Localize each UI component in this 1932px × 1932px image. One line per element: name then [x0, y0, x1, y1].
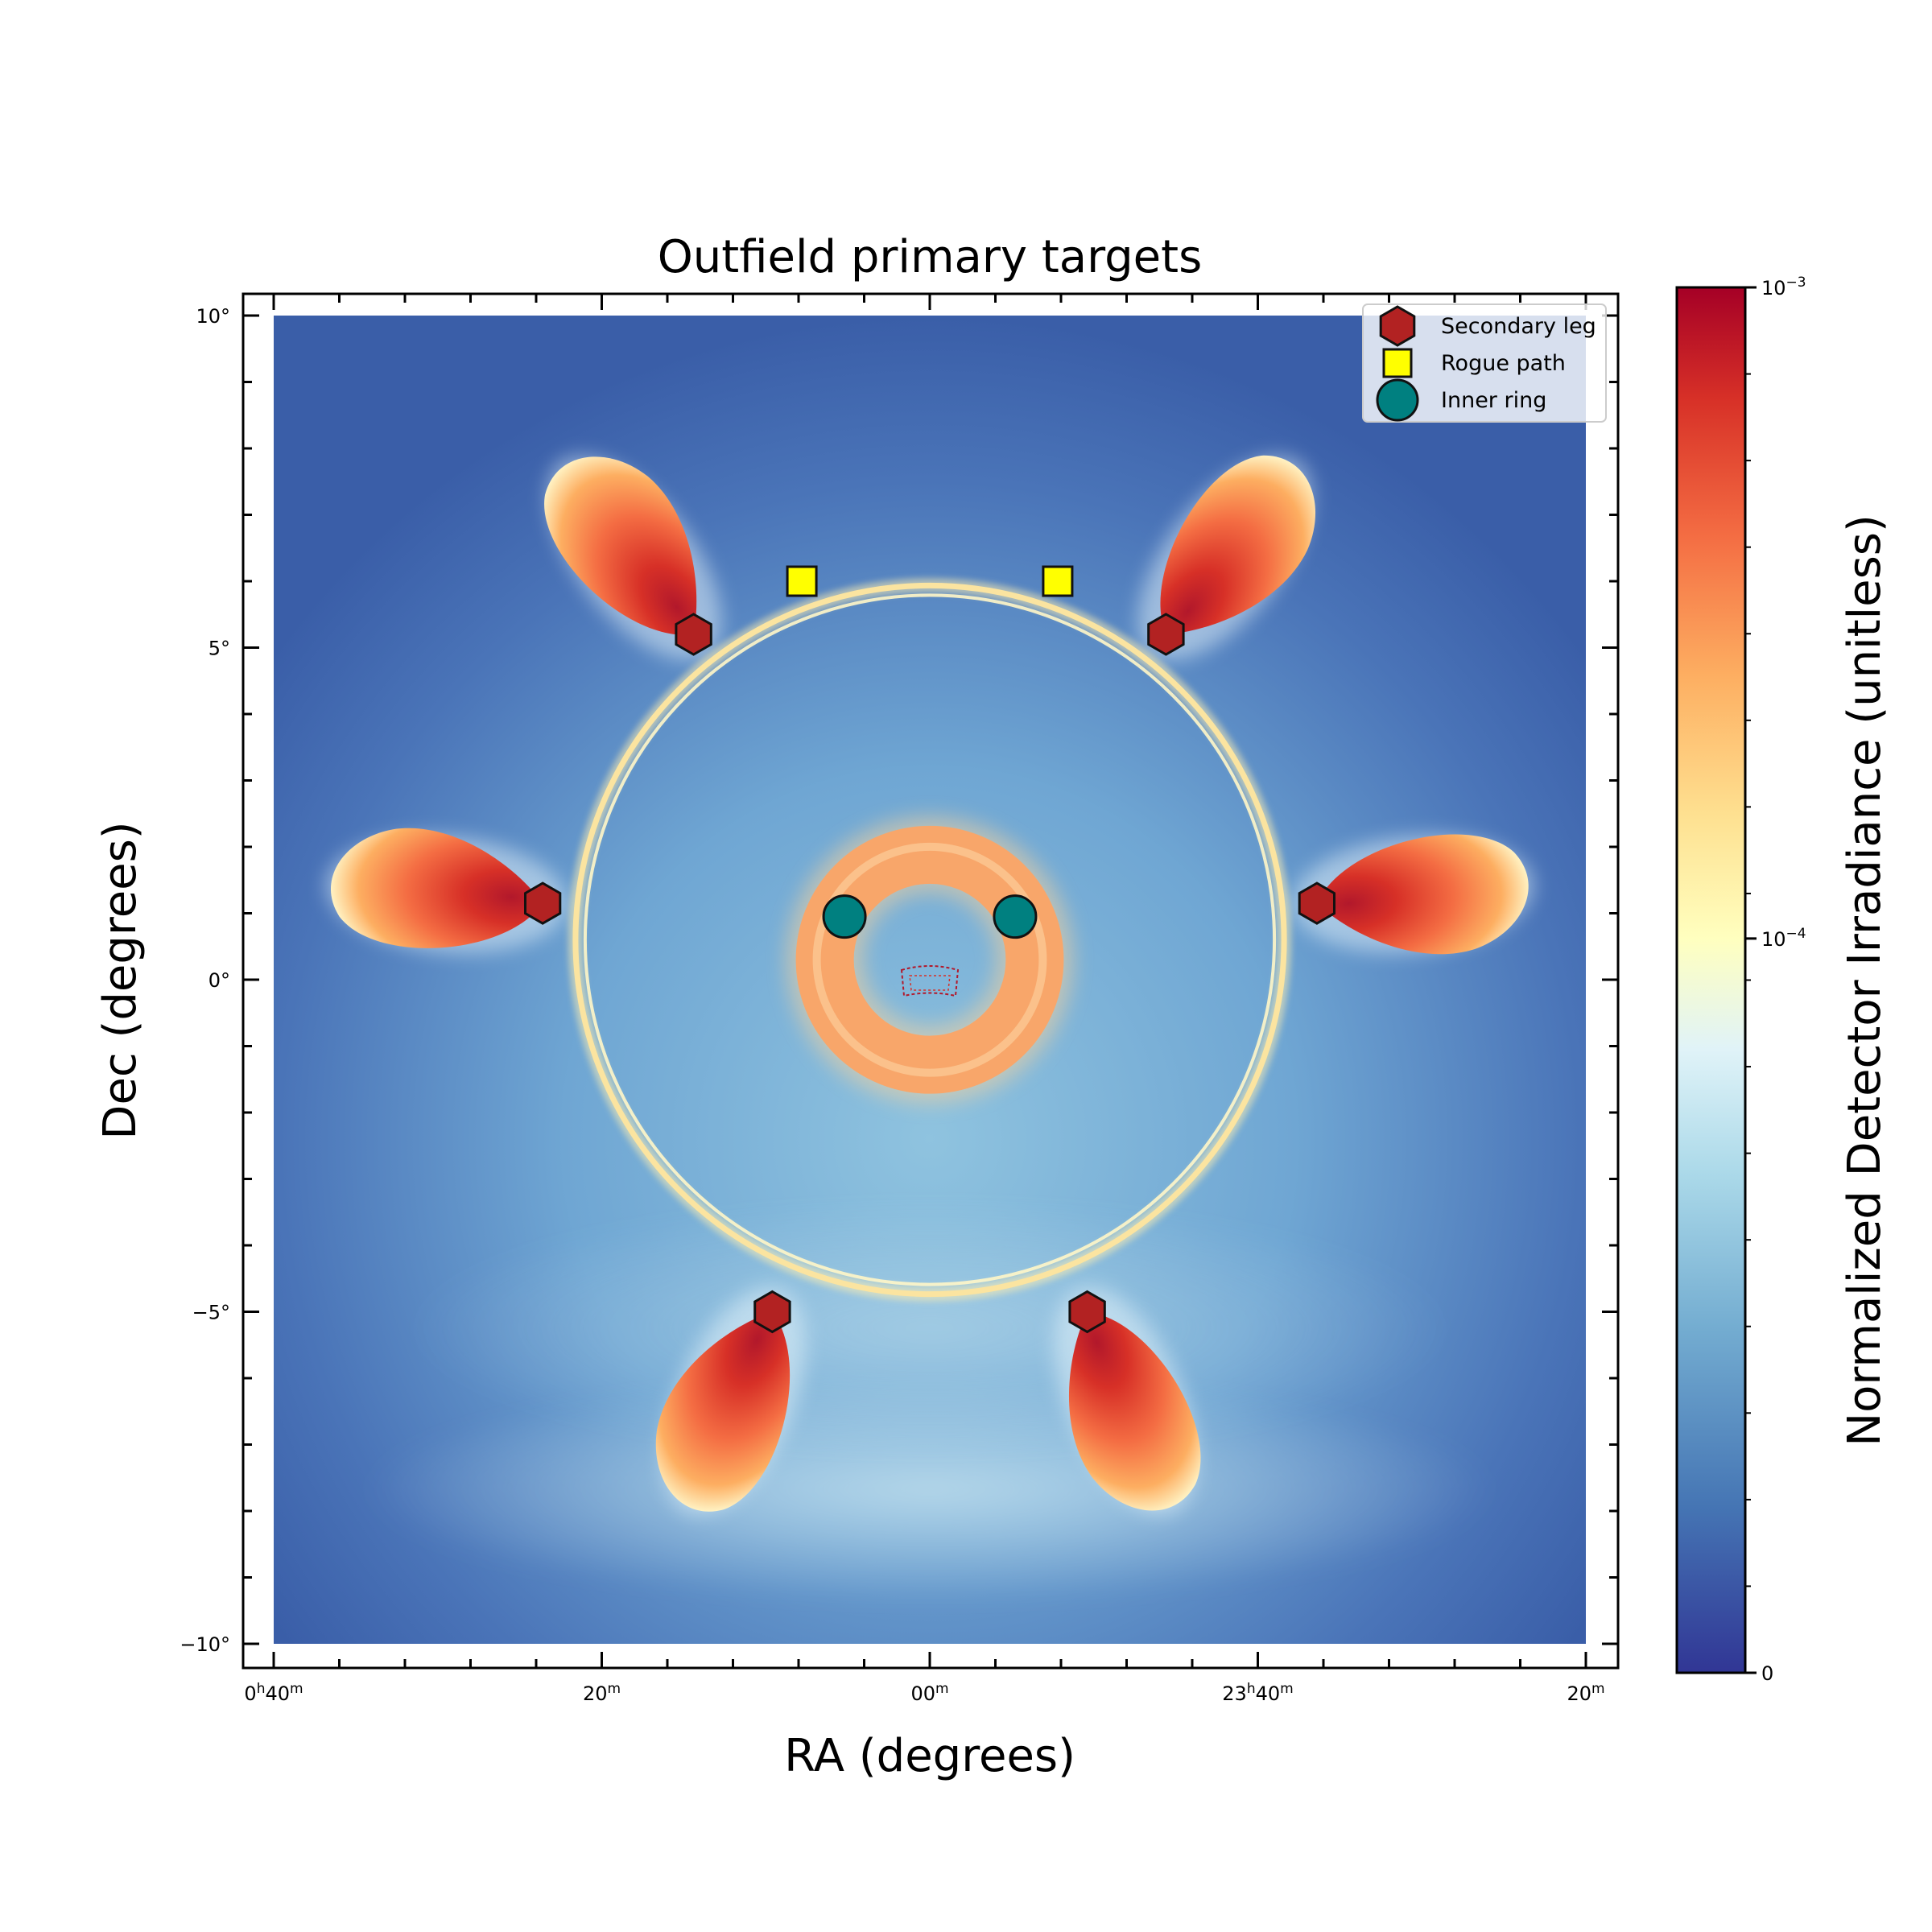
- colorbar: 10−3 10−4 0 Normalized Detector Irradiance…: [1675, 275, 1891, 1685]
- secondary-leg-marker: [1147, 613, 1185, 656]
- x-tick-label: 20m: [583, 1681, 621, 1705]
- legend-entries: Secondary leg Rogue path Inner ring: [1376, 305, 1596, 422]
- rogue-path-marker: [1042, 565, 1074, 597]
- y-tick-label: 10°: [196, 305, 230, 328]
- legend-label: Rogue path: [1441, 351, 1566, 376]
- colorbar-tick-label: 10−3: [1761, 275, 1806, 299]
- x-ticks: 0h40m 20m 00m 23h40m 20m: [244, 294, 1605, 1705]
- chart-title: Outfield primary targets: [658, 231, 1203, 283]
- secondary-leg-marker: [753, 1290, 791, 1334]
- inner-ring-marker: [993, 894, 1038, 939]
- y-tick-label: −5°: [192, 1302, 230, 1324]
- inner-ring: [795, 825, 1064, 1094]
- secondary-leg-marker: [675, 613, 712, 656]
- colorbar-tick-label: 10−4: [1761, 926, 1806, 951]
- colorbar-ticks: 10−3 10−4 0: [1745, 275, 1806, 1685]
- plot-image: [274, 316, 1586, 1644]
- outer-ring-inner-band: [583, 593, 1277, 1286]
- glare-lobe: [655, 1287, 807, 1514]
- glare-lobe: [1292, 834, 1534, 955]
- markers: [524, 565, 1335, 1334]
- secondary-leg-marker: [1068, 1290, 1106, 1334]
- inner-ring-band: [812, 842, 1047, 1077]
- lobes: [326, 455, 1534, 1514]
- legend-marker-square: [1382, 348, 1413, 378]
- x-tick-label: 00m: [910, 1681, 948, 1705]
- y-ticks: 10° 5° 0° −5° −10°: [180, 305, 1618, 1656]
- secondary-leg-marker: [524, 881, 562, 925]
- rogue-path-marker: [786, 565, 818, 597]
- glare-lobe: [1137, 455, 1316, 660]
- glare-lobe: [1053, 1287, 1201, 1514]
- glare-lobe: [326, 828, 568, 953]
- legend-box: [1362, 303, 1607, 423]
- y-tick-label: 5°: [208, 638, 230, 660]
- y-tick-label: −10°: [180, 1633, 230, 1656]
- inner-ring-marker: [822, 894, 867, 939]
- center-detector-outline: [900, 965, 960, 997]
- legend-marker-circle: [1376, 378, 1419, 422]
- legend: Secondary leg Rogue path Inner ring: [1362, 303, 1607, 423]
- y-axis-label: Dec (degrees): [94, 821, 147, 1139]
- x-axis-label: RA (degrees): [784, 1730, 1075, 1782]
- colorbar-tick-label: 0: [1761, 1662, 1773, 1685]
- secondary-leg-marker: [1298, 881, 1335, 925]
- x-tick-label: 23h40m: [1222, 1681, 1293, 1705]
- legend-label: Secondary leg: [1441, 314, 1596, 339]
- glare-lobe: [544, 456, 722, 660]
- x-tick-label: 0h40m: [244, 1681, 303, 1705]
- colorbar-label: Normalized Detector Irradiance (unitless…: [1839, 514, 1891, 1447]
- x-tick-label: 20m: [1567, 1681, 1604, 1705]
- legend-marker-hexagon: [1379, 305, 1416, 347]
- colorbar-gradient: [1675, 286, 1747, 1674]
- legend-label: Inner ring: [1441, 388, 1546, 413]
- y-tick-label: 0°: [208, 969, 230, 992]
- outer-ring: [572, 582, 1287, 1298]
